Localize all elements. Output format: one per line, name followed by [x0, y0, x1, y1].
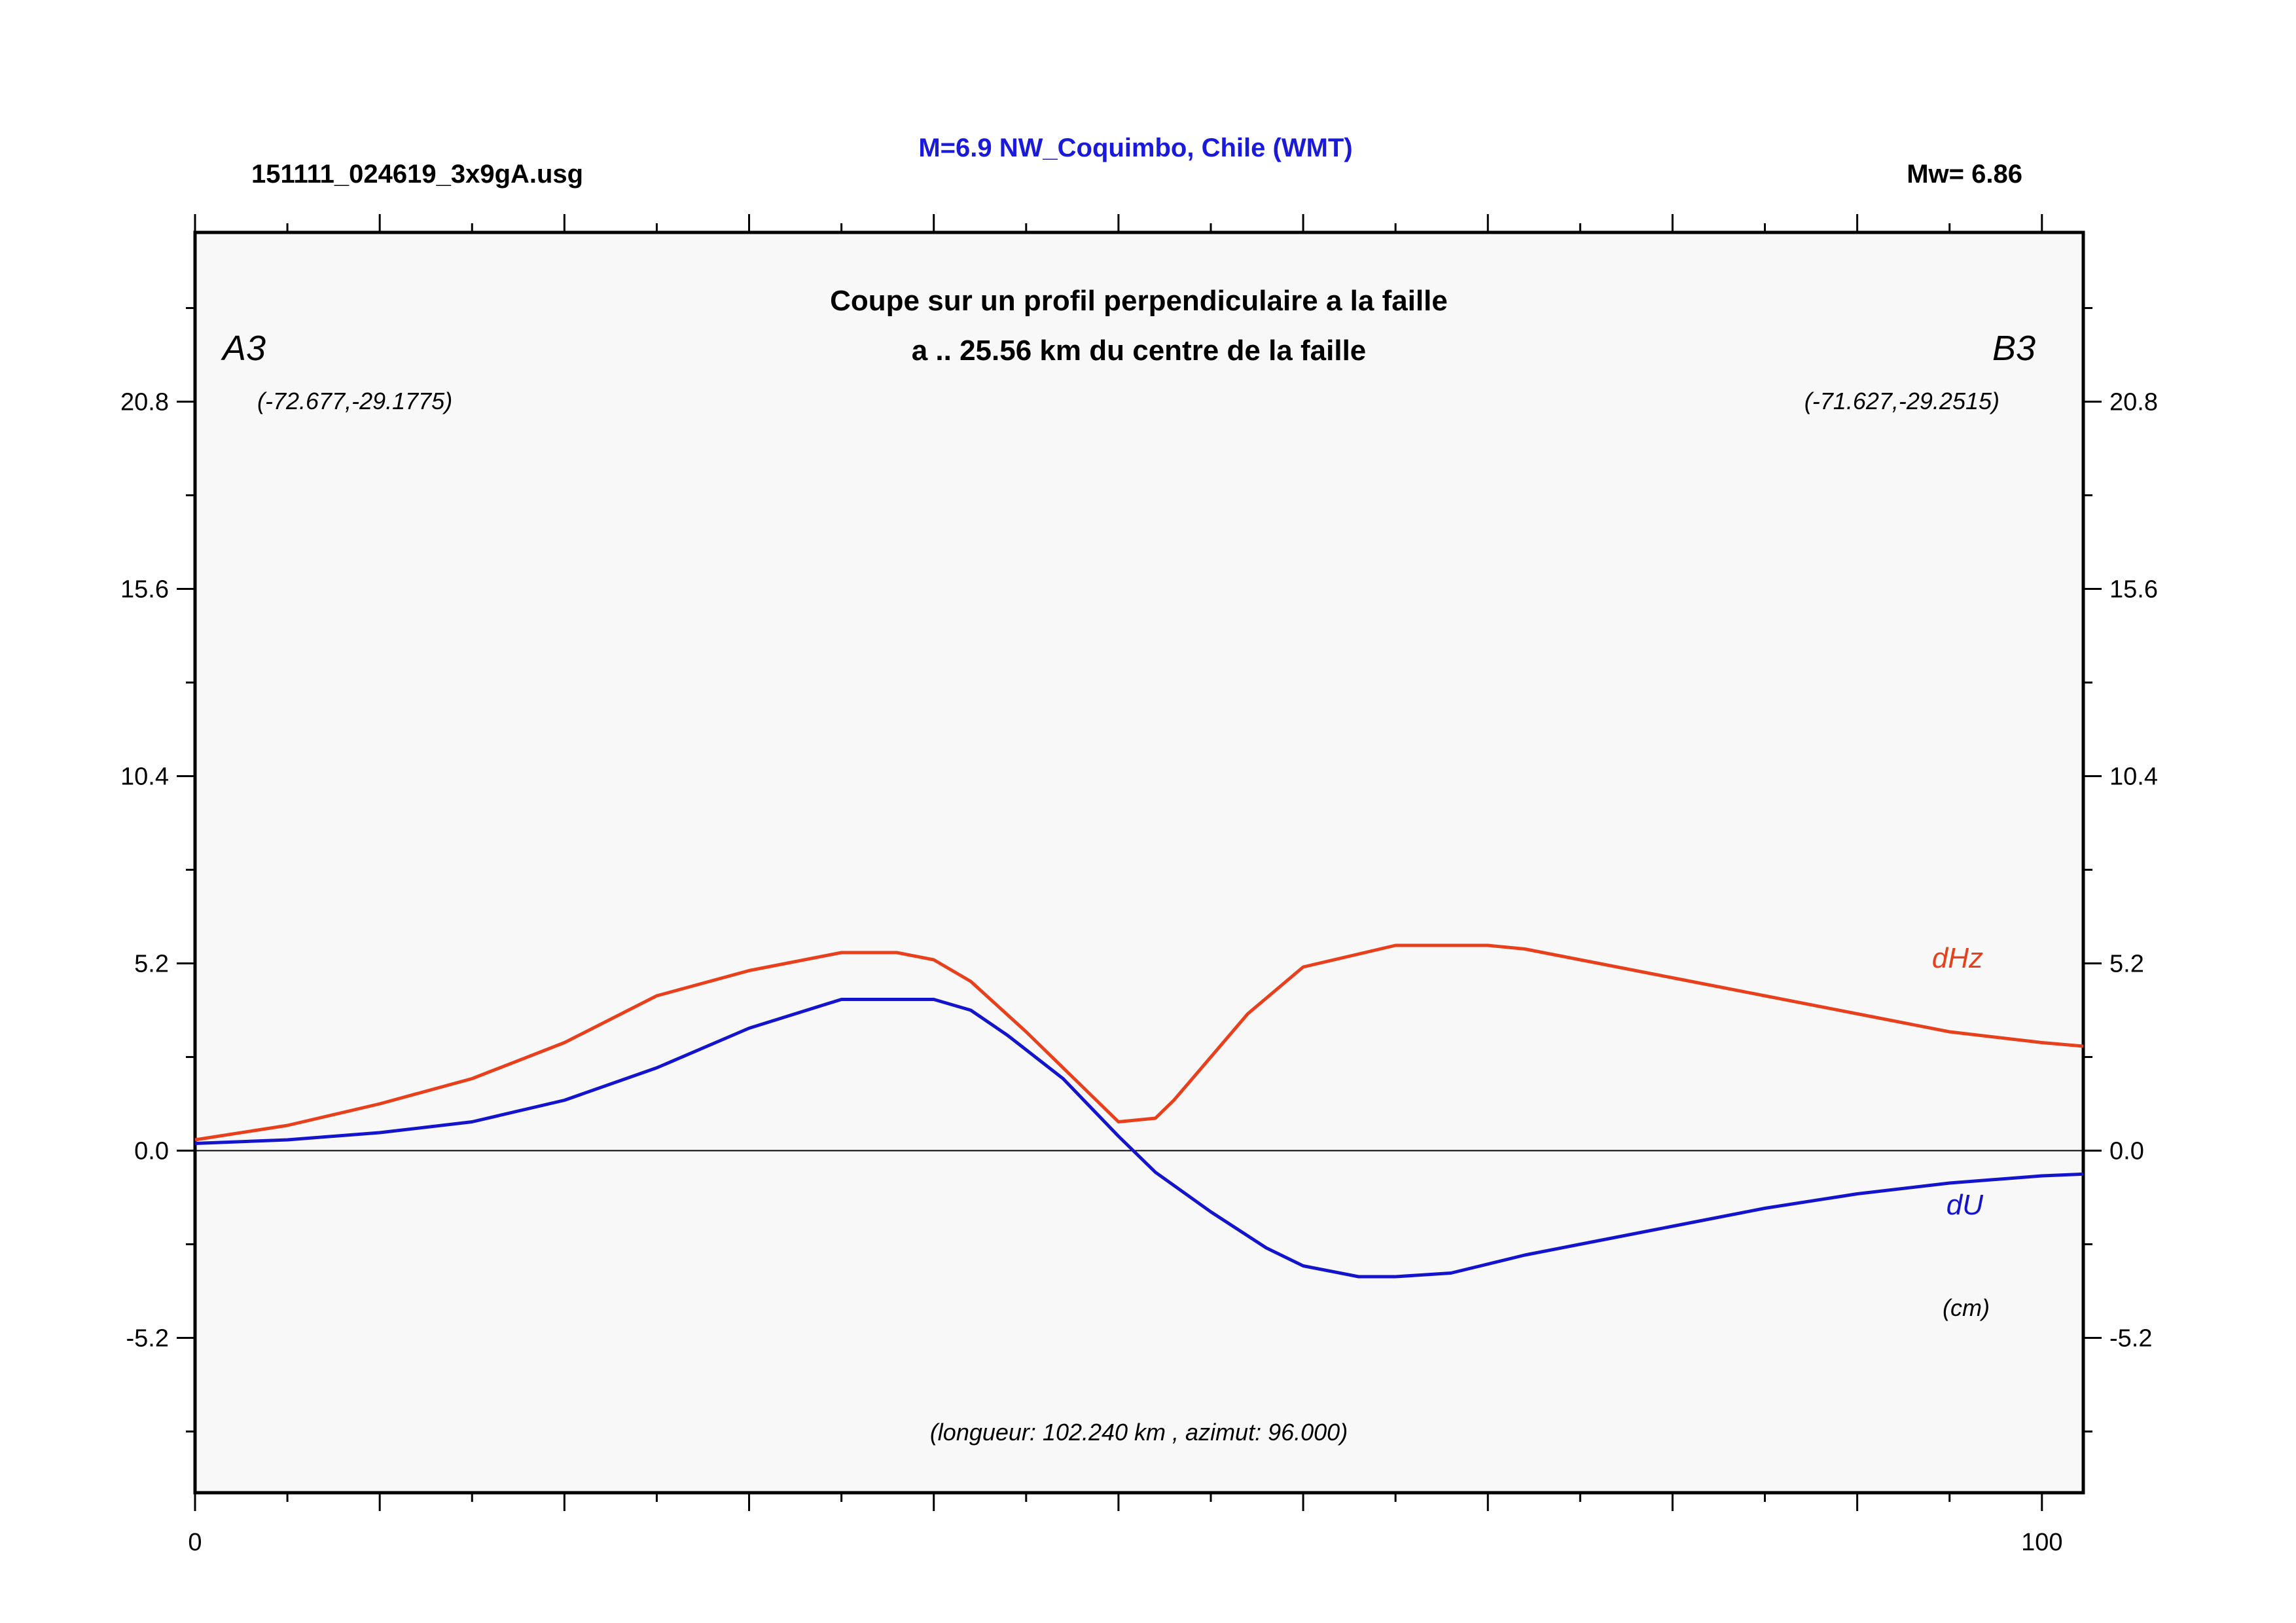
plot-area: [193, 230, 2085, 1495]
x-tick-label: 100: [2021, 1529, 2062, 1556]
magnitude-label: Mw= 6.86: [1907, 160, 2022, 189]
distance-subtitle: a .. 25.56 km du centre de la faille: [912, 335, 1367, 367]
start-point-coords: (-72.677,-29.1775): [257, 388, 452, 414]
series-line-du: [194, 998, 2084, 1279]
unit-label: (cm): [1943, 1294, 1990, 1321]
y-tick-label-left: 20.8: [120, 389, 169, 416]
x-tick-label: 0: [188, 1529, 202, 1556]
file-name: 151111_024619_3x9gA.usg: [251, 160, 583, 189]
end-point-label: B3: [1992, 329, 2036, 368]
y-tick-label-right: 10.4: [2109, 763, 2158, 791]
y-tick-label-left: 0.0: [134, 1138, 169, 1165]
series-label-dhz: dHz: [1932, 942, 1983, 974]
y-tick-label-right: -5.2: [2109, 1325, 2152, 1353]
y-tick-label-right: 15.6: [2109, 576, 2158, 604]
tick-marks: [177, 214, 2102, 1511]
y-tick-label-left: -5.2: [126, 1325, 169, 1353]
tick-labels: 20.8 20.8 15.6 15.6 10.4 10.4 5.2 5.2 0.0 0.0 -5.2…: [120, 389, 2158, 1557]
length-note: (longueur: 102.240 km , azimut: 96.000): [930, 1419, 1348, 1446]
profile-subtitle: Coupe sur un profil perpendiculaire a la…: [830, 285, 1448, 317]
start-point-label: A3: [221, 329, 266, 368]
end-point-coords: (-71.627,-29.2515): [1804, 388, 2000, 414]
y-tick-label-left: 15.6: [120, 576, 169, 604]
y-tick-label-left: 5.2: [134, 951, 169, 978]
y-tick-label-right: 0.0: [2109, 1138, 2144, 1165]
y-tick-label-right: 20.8: [2109, 389, 2158, 416]
series-line-dhz: [194, 943, 2084, 1142]
chart-title: M=6.9 NW_Coquimbo, Chile (WMT): [918, 134, 1352, 162]
series-label-du: dU: [1946, 1189, 1983, 1221]
y-tick-label-right: 5.2: [2109, 951, 2144, 978]
y-tick-label-left: 10.4: [120, 763, 169, 791]
